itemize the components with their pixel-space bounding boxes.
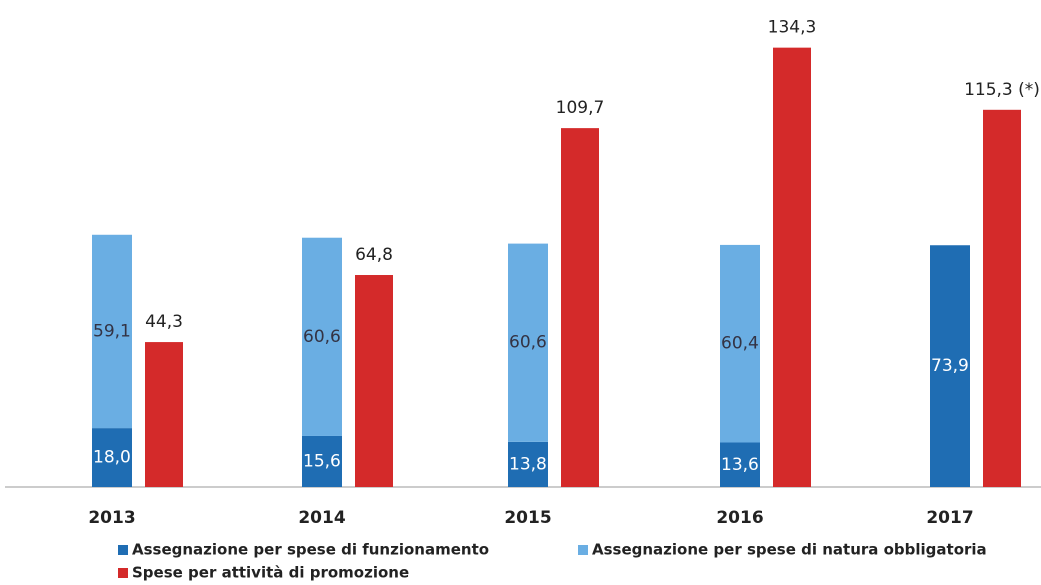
bar	[983, 109, 1021, 487]
legend-label: Spese per attività di promozione	[132, 564, 409, 582]
value-label: 18,0	[93, 448, 131, 468]
legend-swatch	[118, 545, 128, 555]
bar	[145, 342, 183, 487]
value-label: 60,6	[509, 333, 547, 353]
value-label: 60,6	[303, 327, 341, 347]
value-label: 60,4	[721, 334, 759, 354]
value-label: 44,3	[145, 312, 183, 332]
legend-label: Assegnazione per spese di natura obbliga…	[592, 541, 987, 559]
value-label: 59,1	[93, 321, 131, 341]
legend-swatch	[118, 568, 128, 578]
bar	[561, 128, 599, 488]
value-label: 64,8	[355, 245, 393, 265]
bar	[92, 234, 132, 429]
bar	[508, 441, 548, 487]
bar	[92, 428, 132, 487]
value-label: 73,9 (*)	[931, 356, 996, 376]
value-label: 13,8	[509, 454, 547, 474]
bar	[355, 275, 393, 487]
x-tick-label: 2017	[926, 508, 973, 528]
value-label: 115,3 (*)	[964, 80, 1040, 100]
bar	[720, 442, 760, 487]
legend-label: Assegnazione per spese di funzionamento	[132, 541, 489, 559]
x-tick-label: 2014	[298, 508, 345, 528]
bar	[720, 244, 760, 443]
value-label: 109,7	[556, 98, 605, 118]
value-label: 15,6	[303, 451, 341, 471]
legend-swatch	[578, 545, 588, 555]
x-tick-label: 2013	[88, 508, 135, 528]
value-label: 13,6	[721, 455, 759, 475]
value-label: 134,3	[768, 18, 817, 38]
bar	[930, 245, 970, 487]
bar	[302, 435, 342, 487]
bar	[508, 243, 548, 442]
x-tick-label: 2015	[504, 508, 551, 528]
bar	[302, 237, 342, 436]
x-tick-label: 2016	[716, 508, 763, 528]
bar	[773, 47, 811, 487]
